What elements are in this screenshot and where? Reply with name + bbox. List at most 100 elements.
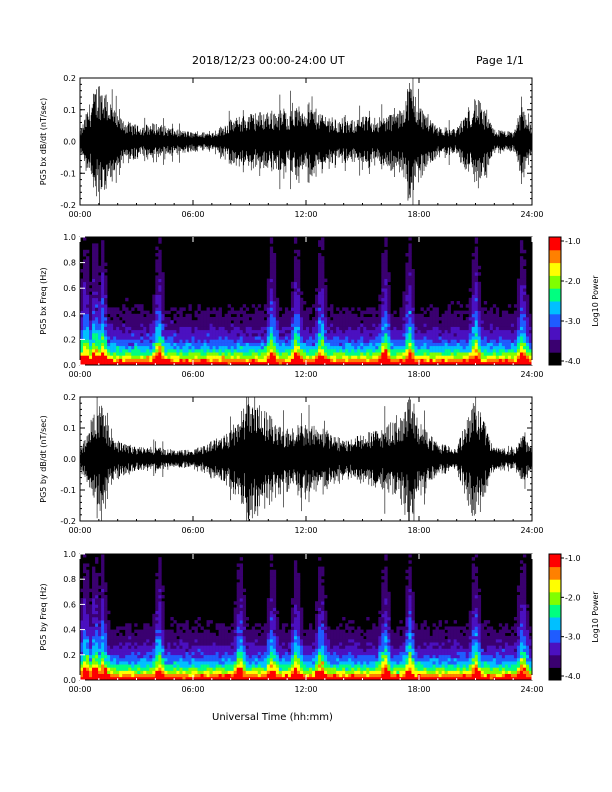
spectrogram-cell: [456, 355, 460, 359]
spectrogram-cell: [236, 607, 240, 611]
spectrogram-cell: [188, 639, 192, 643]
x-tick-label: 12:00: [294, 370, 317, 379]
spectrogram-cell: [89, 642, 93, 646]
spectrogram-cell: [101, 629, 105, 634]
spectrogram-cell: [483, 317, 488, 321]
spectrogram-cell: [242, 673, 247, 678]
spectrogram-cell: [393, 358, 397, 363]
spectrogram-cell: [390, 352, 394, 356]
spectrogram-cell: [366, 361, 370, 366]
spectrogram-cell: [158, 278, 162, 283]
spectrogram-cell: [188, 651, 192, 656]
spectrogram-cell: [179, 317, 183, 321]
spectrogram-cell: [89, 648, 93, 652]
spectrogram-cell: [293, 594, 298, 599]
spectrogram-cell: [296, 598, 301, 602]
spectrogram-cell: [390, 342, 394, 347]
spectrogram-cell: [215, 352, 219, 356]
spectrogram-cell: [197, 355, 201, 359]
spectrogram-cell: [393, 329, 397, 334]
spectrogram-cell: [236, 651, 240, 656]
spectrogram-cell: [254, 307, 259, 311]
spectrogram-cell: [251, 639, 256, 643]
spectrogram-cell: [122, 648, 126, 652]
spectrogram-cell: [131, 336, 135, 340]
spectrogram-cell: [212, 654, 216, 659]
spectrogram-cell: [134, 336, 138, 340]
spectrogram-cell: [113, 632, 117, 637]
spectrogram-cell: [194, 310, 198, 315]
spectrogram-cell: [447, 317, 451, 321]
spectrogram-cell: [260, 339, 265, 343]
spectrogram-cell: [101, 626, 105, 630]
spectrogram-cell: [218, 355, 222, 359]
spectrogram-cell: [312, 329, 316, 334]
spectrogram-cell: [182, 635, 186, 640]
spectrogram-cell: [248, 345, 253, 350]
spectrogram-cell: [257, 623, 262, 627]
spectrogram-cell: [131, 661, 135, 665]
spectrogram-cell: [134, 361, 138, 366]
spectrogram-cell: [272, 613, 277, 618]
spectrogram-cell: [287, 657, 292, 662]
spectrogram-cell: [312, 304, 316, 308]
spectrogram-cell: [315, 297, 319, 302]
spectrogram-cell: [143, 352, 147, 356]
spectrogram-cell: [272, 657, 277, 662]
spectrogram-cell: [83, 569, 87, 574]
spectrogram-cell: [257, 651, 262, 656]
spectrogram-cell: [101, 249, 105, 254]
spectrogram-cell: [381, 262, 385, 267]
spectrogram-cell: [176, 342, 180, 347]
spectrogram-cell: [197, 670, 201, 674]
spectrogram-cell: [212, 339, 216, 343]
spectrogram-cell: [284, 313, 289, 318]
spectrogram-cell: [92, 670, 96, 674]
spectrogram-cell: [378, 310, 382, 315]
spectrogram-cell: [173, 635, 177, 640]
spectrogram-cell: [107, 339, 111, 343]
spectrogram-cell: [339, 339, 343, 343]
spectrogram-cell: [257, 349, 262, 353]
spectrogram-cell: [299, 623, 304, 627]
spectrogram-cell: [113, 654, 117, 659]
spectrogram-cell: [170, 355, 174, 359]
spectrogram-cell: [158, 670, 162, 674]
spectrogram-cell: [474, 237, 479, 241]
spectrogram-cell: [245, 345, 250, 350]
spectrogram-cell: [194, 651, 198, 656]
spectrogram-cell: [188, 670, 192, 674]
spectrogram-cell: [260, 651, 265, 656]
spectrogram-cell: [299, 664, 304, 668]
spectrogram-cell: [492, 323, 497, 327]
spectrogram-cell: [269, 358, 274, 363]
spectrogram-cell: [525, 294, 530, 299]
spectrogram-cell: [293, 651, 298, 656]
spectrogram-cell: [269, 333, 274, 337]
spectrogram-cell: [92, 259, 96, 263]
spectrogram-cell: [116, 645, 120, 649]
spectrogram-cell: [128, 361, 132, 366]
spectrogram-cell: [170, 617, 174, 621]
spectrogram-cell: [239, 323, 244, 327]
spectrogram-cell: [233, 661, 237, 665]
spectrogram-cell: [471, 313, 476, 318]
spectrogram-cell: [324, 317, 328, 321]
spectrogram-cell: [116, 339, 120, 343]
spectrogram-cell: [462, 355, 466, 359]
spectrogram-cell: [80, 291, 84, 295]
spectrogram-cell: [215, 651, 219, 656]
spectrogram-cell: [450, 361, 454, 366]
spectrogram-cell: [128, 661, 132, 665]
spectrogram-cell: [161, 620, 165, 624]
spectrogram-cell: [182, 326, 186, 331]
spectrogram-cell: [230, 657, 234, 662]
spectrogram-cell: [315, 361, 319, 366]
spectrogram-cell: [206, 657, 210, 662]
spectrogram-cell: [239, 654, 244, 659]
spectrogram-cell: [354, 329, 358, 334]
spectrogram-cell: [98, 278, 102, 283]
spectrogram-cell: [417, 342, 421, 347]
spectrogram-cell: [83, 576, 87, 580]
spectrogram-cell: [140, 361, 144, 366]
